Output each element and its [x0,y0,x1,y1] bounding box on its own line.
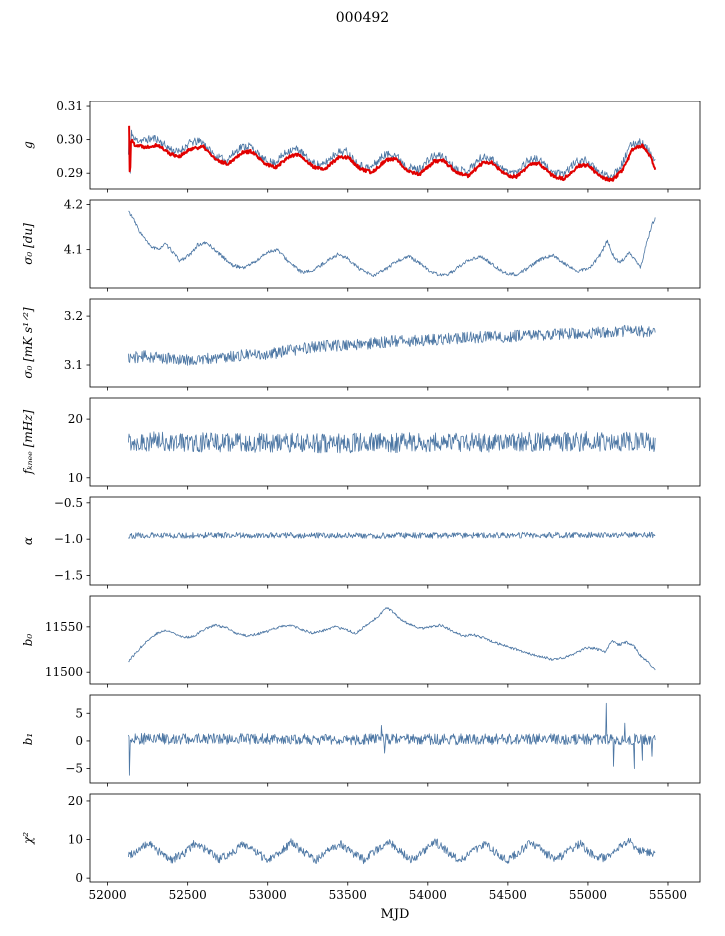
panel-frame [89,793,701,883]
series-sigma0-mK [128,324,656,366]
x-tick-label: 53500 [329,888,367,902]
y-tick-label: 0.30 [56,133,83,147]
series-alpha [128,531,656,539]
series-sigma0-du [128,210,656,278]
panel-frame [89,298,701,388]
y-axis-label-b1: b₁ [21,733,35,746]
panel-frame [89,199,701,289]
y-tick-label: 0.31 [56,101,83,113]
y-axis-label-g: g [21,141,35,149]
y-tick-label: 10 [68,833,83,847]
panel-frame [89,595,701,685]
y-tick-label: 4.1 [64,243,83,257]
y-axis-label-sigma0-du: σ₀ [du] [21,223,35,265]
y-tick-label: 4.2 [64,198,83,212]
panel-b1: −5 0 5 b₁ [21,694,701,787]
y-axis-label-b0: b₀ [21,634,35,647]
y-tick-label: 20 [68,412,83,426]
panel-fknee: 10 20 fₖₙₑₑ [mHz] [21,397,701,490]
series-b1 [128,702,656,776]
x-axis-label: MJD [381,907,410,922]
panel-chi2: 0 10 20 52000 52500 53000 53500 54000 54500 55000… [21,793,701,902]
y-tick-label: 0.29 [56,166,83,180]
y-tick-label: 11500 [45,665,83,679]
y-axis-label-alpha: α [21,537,35,545]
panel-frame [89,397,701,487]
y-axis-label-sigma0-mK: σ₀ [mK s¹ᐟ²] [21,307,35,379]
y-axis-label-fknee: fₖₙₑₑ [mHz] [21,410,35,476]
y-axis-label-chi2: χ² [21,832,35,845]
chart-canvas: 0.29 0.30 0.31 g 4.1 4.2 σ₀ [du] 3.1 3.2 σ₀ [mK s… [21,101,701,922]
panel-frame [89,694,701,784]
y-tick-label: 3.2 [64,309,83,323]
panel-frame [89,101,701,190]
x-tick-label: 53000 [249,888,287,902]
series-fknee [128,431,656,454]
y-tick-label: 10 [68,471,83,485]
panel-g: 0.29 0.30 0.31 g [21,101,701,193]
x-tick-label: 52500 [169,888,207,902]
panel-b0: 11500 11550 b₀ [21,595,701,688]
x-tick-label: 54500 [489,888,527,902]
series-g-data [128,129,656,180]
panel-alpha: −1.5 −1.0 −0.5 α [21,496,701,589]
y-tick-label: −1.0 [54,532,83,546]
y-tick-label: 0 [75,871,83,885]
series-g-model [128,125,657,183]
y-tick-label: −0.5 [54,496,83,510]
y-tick-label: 20 [68,794,83,808]
panel-sigma0-du: 4.1 4.2 σ₀ [du] [21,198,701,292]
x-tick-label: 52000 [89,888,127,902]
series-chi2 [128,837,656,865]
y-tick-label: −1.5 [54,569,83,583]
y-tick-label: 11550 [45,620,83,634]
x-tick-label: 55000 [569,888,607,902]
x-tick-label: 55500 [649,888,687,902]
y-tick-label: 3.1 [64,358,83,372]
x-tick-label: 54000 [409,888,447,902]
y-tick-label: −5 [65,762,83,776]
series-b0 [128,607,656,671]
y-tick-label: 0 [75,734,83,748]
figure-title: 000492 [335,10,390,26]
panel-sigma0-mK: 3.1 3.2 σ₀ [mK s¹ᐟ²] [21,298,701,391]
panel-frame [89,496,701,586]
y-tick-label: 5 [75,706,83,720]
